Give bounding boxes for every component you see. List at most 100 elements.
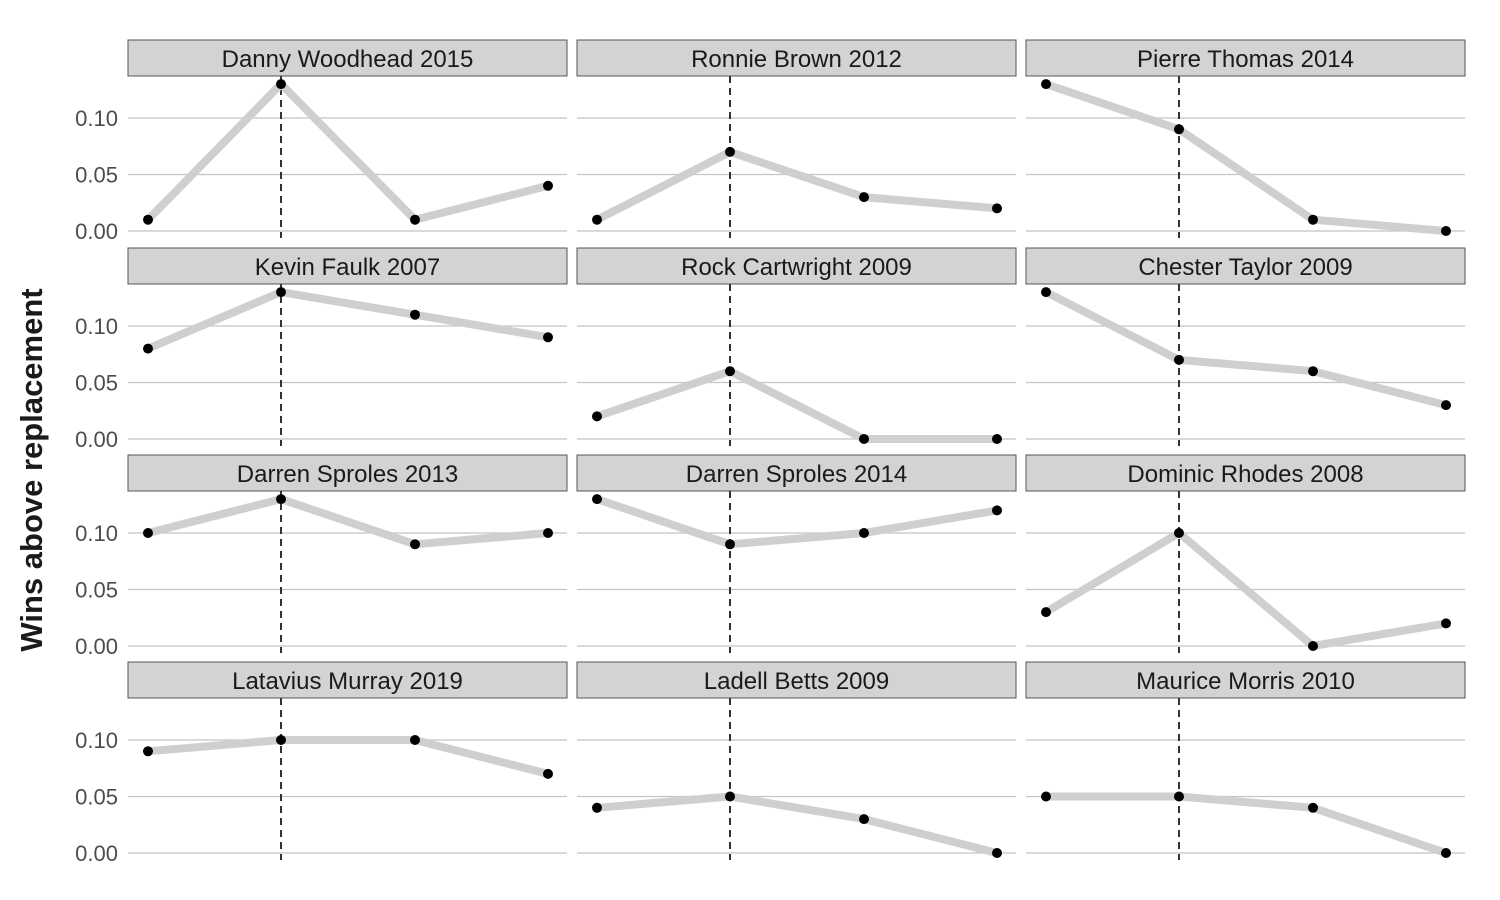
data-point — [543, 528, 553, 538]
data-point — [1174, 791, 1184, 802]
facet-panel: Danny Woodhead 2015 0.00 0.05 0.10 — [75, 39, 568, 244]
data-point — [276, 735, 286, 745]
data-point — [276, 287, 286, 298]
data-point — [143, 343, 153, 354]
facet-panel: Maurice Morris 2010 — [1025, 661, 1466, 860]
y-axis-label: Wins above replacement — [14, 288, 49, 651]
facet-panel: Darren Sproles 2013 0.00 0.05 0.10 — [75, 454, 568, 659]
data-point — [592, 494, 602, 505]
series-line — [144, 736, 552, 778]
data-point — [1441, 400, 1451, 411]
facet-panel: Darren Sproles 2014 — [576, 454, 1017, 653]
data-point — [992, 505, 1002, 516]
series-line — [593, 792, 1001, 857]
facet-strip — [127, 661, 568, 699]
data-point — [276, 79, 286, 90]
data-point — [410, 214, 420, 225]
facet-title: Latavius Murray 2019 — [232, 668, 463, 695]
data-point — [592, 214, 602, 225]
facet-strip — [1025, 247, 1466, 285]
data-point — [410, 309, 420, 320]
data-point — [992, 203, 1002, 214]
data-point — [992, 848, 1002, 858]
y-tick-label: 0.00 — [75, 219, 118, 244]
facet-title: Kevin Faulk 2007 — [255, 254, 440, 281]
facet-strip — [1025, 661, 1466, 699]
y-tick-label: 0.10 — [75, 106, 118, 131]
data-point — [143, 528, 153, 538]
y-tick-label: 0.10 — [75, 521, 118, 546]
data-point — [1308, 802, 1318, 813]
facet-panel: Ronnie Brown 2012 — [576, 39, 1017, 238]
facet-title: Darren Sproles 2013 — [237, 461, 458, 488]
series-line — [144, 495, 552, 549]
data-point — [859, 434, 869, 444]
data-point — [1308, 214, 1318, 225]
facet-strip — [576, 661, 1017, 699]
data-point — [276, 494, 286, 505]
data-point — [1041, 79, 1051, 90]
data-point — [1041, 287, 1051, 298]
facet-strip — [576, 39, 1017, 77]
data-point — [859, 192, 869, 203]
facet-title: Ladell Betts 2009 — [704, 668, 889, 695]
facet-strip — [127, 454, 568, 492]
facet-panel: Latavius Murray 2019 0.00 0.05 0.10 — [75, 661, 568, 866]
data-point — [592, 802, 602, 813]
facet-title: Darren Sproles 2014 — [686, 461, 907, 488]
data-point — [1308, 641, 1318, 651]
facet-panel: Dominic Rhodes 2008 — [1025, 454, 1466, 653]
data-point — [410, 735, 420, 745]
y-tick-label: 0.00 — [75, 427, 118, 452]
series-line — [1042, 792, 1450, 857]
data-point — [143, 214, 153, 225]
data-point — [725, 791, 735, 802]
data-point — [1174, 354, 1184, 365]
series-line — [1042, 288, 1450, 410]
data-point — [725, 539, 735, 550]
facet-title: Rock Cartwright 2009 — [681, 254, 912, 281]
facet-strip — [576, 454, 1017, 492]
facet-title: Pierre Thomas 2014 — [1137, 46, 1354, 73]
facet-panel: Chester Taylor 2009 — [1025, 247, 1466, 446]
data-point — [592, 411, 602, 422]
data-point — [1041, 791, 1051, 802]
y-tick-label: 0.10 — [75, 314, 118, 339]
facet-title: Maurice Morris 2010 — [1136, 668, 1355, 695]
y-tick-label: 0.00 — [75, 841, 118, 866]
facet-title: Ronnie Brown 2012 — [691, 46, 902, 73]
facet-panel: Ladell Betts 2009 — [576, 661, 1017, 860]
facet-panel: Pierre Thomas 2014 — [1025, 39, 1466, 238]
data-point — [1174, 124, 1184, 135]
data-point — [1308, 366, 1318, 377]
facet-strip — [576, 247, 1017, 285]
data-point — [992, 434, 1002, 444]
y-tick-label: 0.05 — [75, 578, 118, 603]
facet-strip — [127, 39, 568, 77]
facet-strip — [1025, 454, 1466, 492]
facet-strip — [1025, 39, 1466, 77]
y-tick-label: 0.05 — [75, 163, 118, 188]
facet-panel: Kevin Faulk 2007 0.00 0.05 0.10 — [75, 247, 568, 452]
facet-title: Dominic Rhodes 2008 — [1127, 461, 1363, 488]
series-line — [593, 495, 1001, 549]
data-point — [410, 539, 420, 550]
facet-grid: Danny Woodhead 2015 0.00 0.05 0.10 Ronnie Br… — [75, 39, 1466, 866]
series-line — [1042, 80, 1450, 235]
data-point — [725, 366, 735, 377]
data-point — [543, 332, 553, 343]
y-tick-label: 0.05 — [75, 785, 118, 810]
data-point — [1441, 226, 1451, 236]
data-point — [543, 180, 553, 191]
y-tick-label: 0.05 — [75, 371, 118, 396]
data-point — [1441, 848, 1451, 858]
data-point — [1041, 607, 1051, 618]
data-point — [725, 146, 735, 157]
y-tick-label: 0.00 — [75, 634, 118, 659]
facet-strip — [127, 247, 568, 285]
data-point — [543, 768, 553, 779]
data-point — [859, 814, 869, 825]
series-line — [1042, 529, 1450, 650]
data-point — [859, 528, 869, 538]
